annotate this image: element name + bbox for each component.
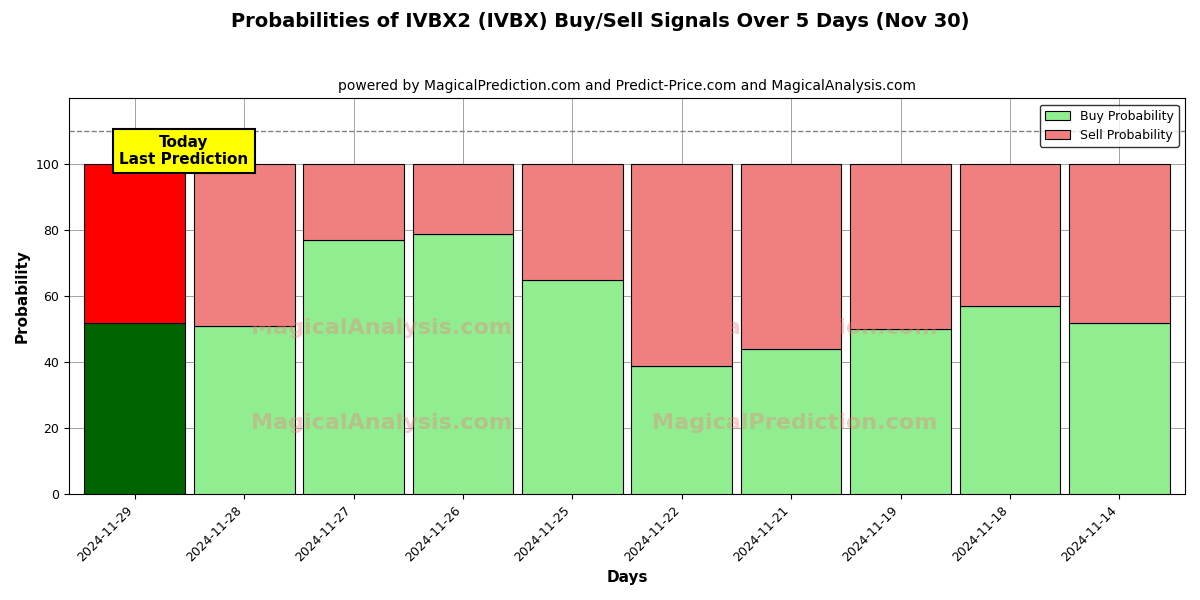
Text: Today
Last Prediction: Today Last Prediction <box>119 134 248 167</box>
Bar <box>851 164 950 329</box>
Text: MagicalPrediction.com: MagicalPrediction.com <box>652 318 937 338</box>
Bar <box>413 164 514 233</box>
X-axis label: Days: Days <box>606 570 648 585</box>
Y-axis label: Probability: Probability <box>16 250 30 343</box>
Text: Probabilities of IVBX2 (IVBX) Buy/Sell Signals Over 5 Days (Nov 30): Probabilities of IVBX2 (IVBX) Buy/Sell S… <box>230 12 970 31</box>
Bar <box>413 233 514 494</box>
Bar <box>631 366 732 494</box>
Bar <box>851 329 950 494</box>
Text: MagicalAnalysis.com: MagicalAnalysis.com <box>251 413 512 433</box>
Bar <box>740 164 841 349</box>
Bar <box>631 164 732 366</box>
Bar <box>960 306 1061 494</box>
Bar <box>84 323 185 494</box>
Bar <box>304 240 404 494</box>
Bar <box>84 164 185 323</box>
Bar <box>1069 164 1170 323</box>
Bar <box>1069 323 1170 494</box>
Title: powered by MagicalPrediction.com and Predict-Price.com and MagicalAnalysis.com: powered by MagicalPrediction.com and Pre… <box>338 79 916 93</box>
Text: MagicalAnalysis.com: MagicalAnalysis.com <box>251 318 512 338</box>
Bar <box>194 326 294 494</box>
Text: MagicalPrediction.com: MagicalPrediction.com <box>652 413 937 433</box>
Legend: Buy Probability, Sell Probability: Buy Probability, Sell Probability <box>1040 104 1178 147</box>
Bar <box>960 164 1061 306</box>
Bar <box>740 349 841 494</box>
Bar <box>194 164 294 326</box>
Bar <box>304 164 404 240</box>
Bar <box>522 164 623 280</box>
Bar <box>522 280 623 494</box>
